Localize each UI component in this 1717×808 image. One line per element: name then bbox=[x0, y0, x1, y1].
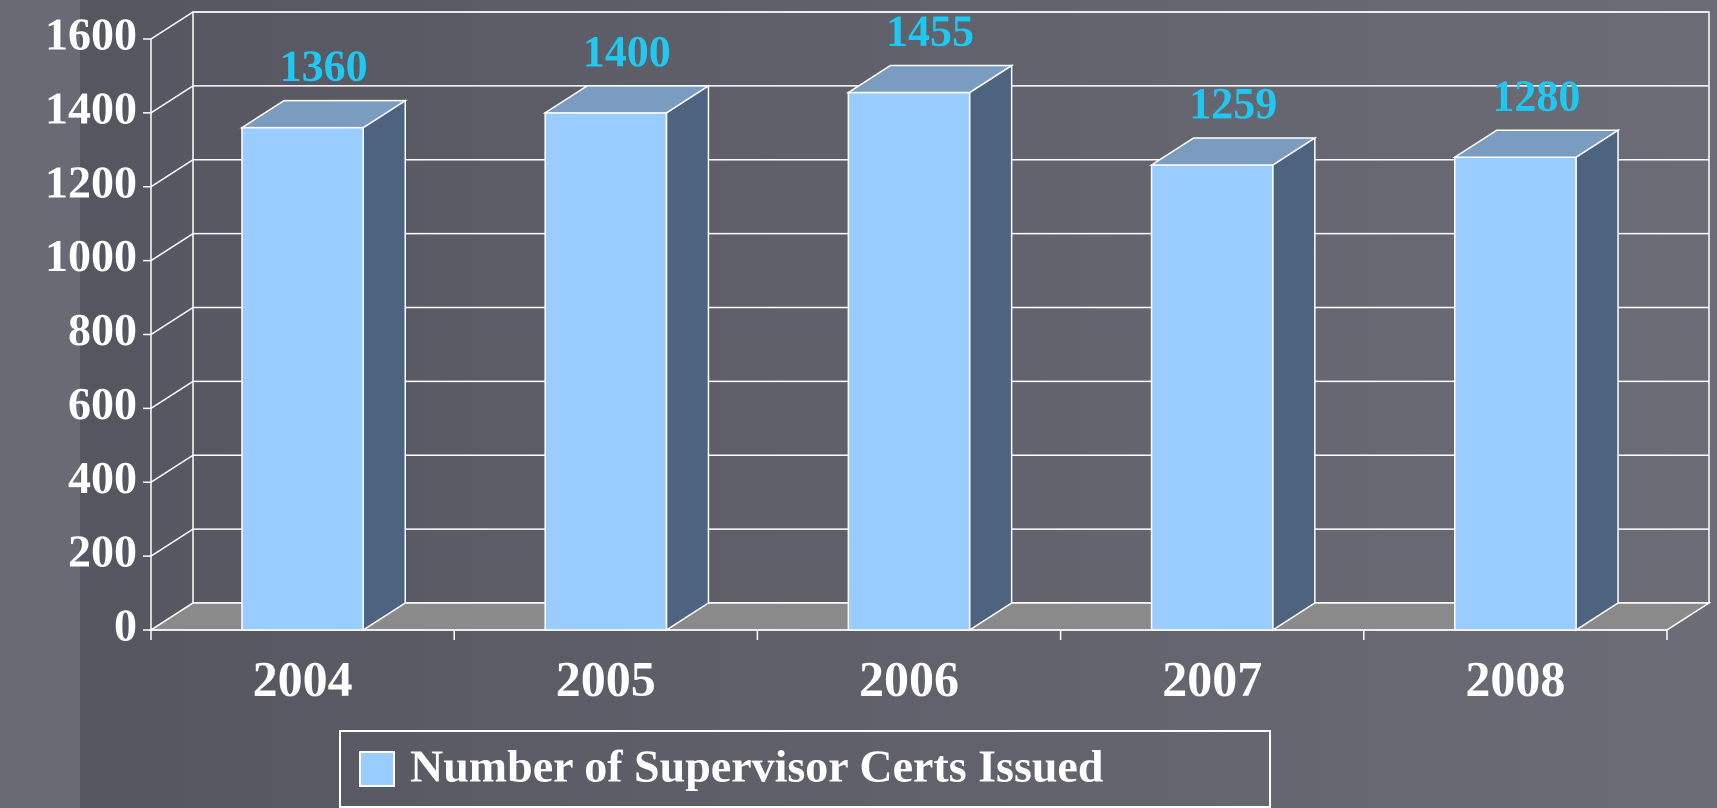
bar-top bbox=[1452, 129, 1621, 158]
legend-label: Number of Supervisor Certs Issued bbox=[410, 741, 1104, 792]
y-tick-label: 1600 bbox=[45, 9, 137, 60]
value-label: 1455 bbox=[886, 7, 974, 56]
y-tick-label: 800 bbox=[68, 304, 137, 355]
value-label: 1400 bbox=[583, 27, 671, 76]
y-tick-label: 1200 bbox=[45, 156, 137, 207]
bar-side bbox=[968, 64, 1013, 632]
x-tick-label: 2007 bbox=[1162, 650, 1262, 706]
bar-top bbox=[542, 85, 711, 114]
grid-line-side bbox=[150, 11, 194, 40]
bar bbox=[1150, 164, 1274, 631]
bar bbox=[1454, 156, 1577, 631]
bar-side bbox=[1575, 128, 1619, 632]
y-tick-label: 400 bbox=[68, 452, 137, 503]
grid-line-side bbox=[150, 528, 194, 557]
legend-swatch bbox=[359, 751, 395, 787]
bar-side bbox=[362, 99, 406, 632]
value-label: 1360 bbox=[280, 42, 368, 91]
value-label: 1259 bbox=[1189, 79, 1277, 128]
bar-side bbox=[1272, 136, 1316, 632]
grid-line-side bbox=[150, 380, 194, 410]
legend: Number of Supervisor Certs Issued bbox=[339, 730, 1271, 808]
y-tick-label: 600 bbox=[68, 378, 137, 429]
x-tick-label: 2004 bbox=[253, 650, 353, 706]
y-tick-label: 0 bbox=[114, 600, 137, 651]
grid-line-side bbox=[150, 159, 194, 188]
x-tick-label: 2005 bbox=[556, 650, 656, 706]
bar bbox=[241, 126, 364, 631]
bar-side bbox=[665, 84, 710, 632]
bar bbox=[847, 91, 971, 631]
bar bbox=[544, 112, 668, 631]
grid-line-side bbox=[150, 232, 194, 262]
x-tick-label: 2006 bbox=[859, 650, 959, 706]
side-strip bbox=[0, 0, 80, 808]
grid-line-side bbox=[150, 85, 194, 114]
bar-top bbox=[845, 64, 1015, 94]
y-tick-label: 200 bbox=[68, 526, 137, 577]
bar-top bbox=[239, 99, 408, 129]
grid-line-side bbox=[150, 306, 194, 336]
value-label: 1280 bbox=[1492, 71, 1580, 120]
bar-top bbox=[1149, 137, 1318, 166]
grid-line-side bbox=[150, 454, 194, 483]
legend-box bbox=[339, 730, 1271, 808]
y-tick-label: 1400 bbox=[45, 82, 137, 133]
x-tick-label: 2008 bbox=[1465, 650, 1565, 706]
y-tick-label: 1000 bbox=[45, 230, 137, 281]
